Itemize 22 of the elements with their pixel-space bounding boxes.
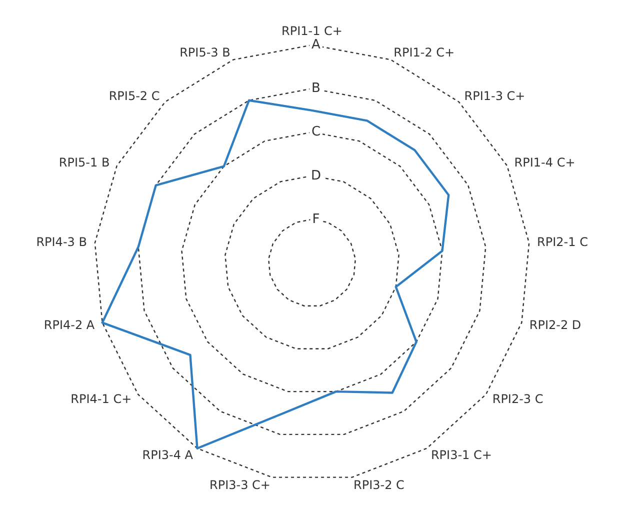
spoke-label: RPI3-2 C	[354, 478, 404, 492]
spoke-label: RPI3-3 C+	[210, 478, 270, 492]
spoke-label: RPI1-4 C+	[514, 155, 576, 170]
spoke-label: RPI2-3 C	[492, 392, 544, 406]
y-tick-label: A	[312, 38, 321, 52]
y-tick-label: D	[310, 168, 322, 184]
spoke-label: RPI4-1 C+	[70, 392, 132, 406]
spoke-label: RPI5-3 B	[180, 45, 230, 60]
spoke-label: RPI4-3 B	[36, 235, 87, 250]
spoke-label: RPI5-1 B	[58, 155, 110, 170]
spoke-label: RPI1-1 C+	[282, 24, 342, 38]
spoke-label: RPI2-1 C	[537, 235, 588, 250]
spoke-label: RPI3-1 C+	[430, 448, 492, 462]
spoke-label: RPI5-2 C	[108, 88, 160, 103]
spoke-label: RPI4-2 A	[44, 318, 96, 332]
spoke-label: RPI1-3 C+	[464, 88, 526, 103]
spoke-label: RPI1-2 C+	[394, 45, 455, 60]
y-tick-label: C	[311, 124, 321, 140]
spoke-label: RPI3-4 A	[142, 448, 194, 462]
y-tick-label: F	[312, 212, 320, 227]
spoke-label: RPI2-2 D	[529, 318, 582, 332]
y-tick-label: B	[312, 81, 320, 96]
